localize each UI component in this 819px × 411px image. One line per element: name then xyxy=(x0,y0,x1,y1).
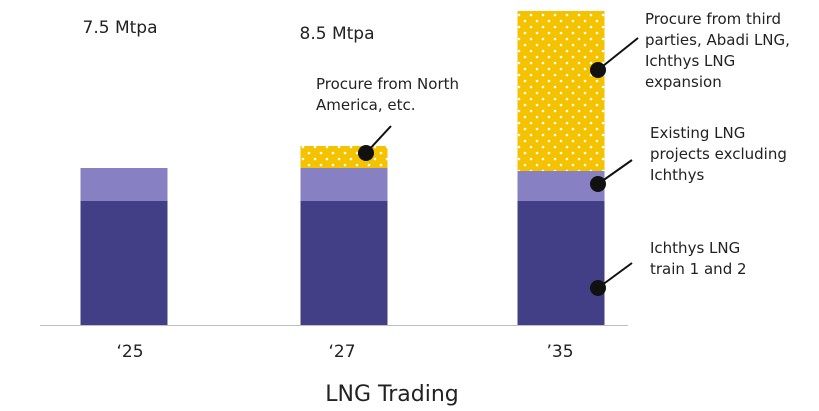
bar-segment xyxy=(300,168,388,201)
annotation-label: Ichthys LNG train 1 and 2 xyxy=(650,239,747,278)
bar-segment xyxy=(517,171,605,201)
bar-segment xyxy=(517,201,605,325)
total-labels: 7.5 Mtpa 8.5 Mtpa xyxy=(83,18,375,44)
bar-segment xyxy=(80,168,168,201)
x-tick-label: ‘27 xyxy=(328,342,355,362)
annotation-line: Ichthys xyxy=(650,166,704,184)
annotation-line: projects excluding xyxy=(650,145,787,163)
annotation-marker xyxy=(358,145,374,161)
annotation-north-america: Procure from North America, etc. xyxy=(316,75,464,161)
bar-segment xyxy=(517,11,605,171)
x-tick-label: ‘25 xyxy=(116,342,143,362)
annotation-ichthys: Ichthys LNG train 1 and 2 xyxy=(590,239,747,296)
annotation-existing: Existing LNG projects excluding Ichthys xyxy=(590,124,792,192)
total-label: 7.5 Mtpa xyxy=(83,18,158,38)
annotation-line: expansion xyxy=(645,73,722,91)
annotation-marker xyxy=(590,280,606,296)
annotation-marker xyxy=(590,62,606,78)
annotation-line: Ichthys LNG xyxy=(650,239,740,257)
annotation-label: Existing LNG projects excluding Ichthys xyxy=(650,124,792,184)
bar-segment xyxy=(300,201,388,325)
bar-segment xyxy=(80,201,168,325)
annotation-line: Procure from North xyxy=(316,75,459,93)
annotation-line: Existing LNG xyxy=(650,124,745,142)
annotation-line: Procure from third xyxy=(645,10,781,28)
bar-segment xyxy=(300,146,388,168)
annotation-leader-line xyxy=(597,37,639,71)
annotation-line: parties, Abadi LNG, xyxy=(645,31,790,49)
total-label: 8.5 Mtpa xyxy=(300,24,375,44)
annotation-label: Procure from North America, etc. xyxy=(316,75,464,114)
chart-title: LNG Trading xyxy=(325,382,458,407)
annotation-line: train 1 and 2 xyxy=(650,260,747,278)
annotation-line: Ichthys LNG xyxy=(645,52,735,70)
annotation-line: America, etc. xyxy=(316,96,416,114)
annotation-marker xyxy=(590,176,606,192)
x-tick-labels: ‘25 ‘27 ’35 xyxy=(116,342,573,362)
bars-layer xyxy=(80,11,605,325)
annotation-label: Procure from third parties, Abadi LNG, I… xyxy=(645,10,795,91)
annotation-third-parties: Procure from third parties, Abadi LNG, I… xyxy=(590,10,795,91)
x-tick-label: ’35 xyxy=(546,342,573,362)
